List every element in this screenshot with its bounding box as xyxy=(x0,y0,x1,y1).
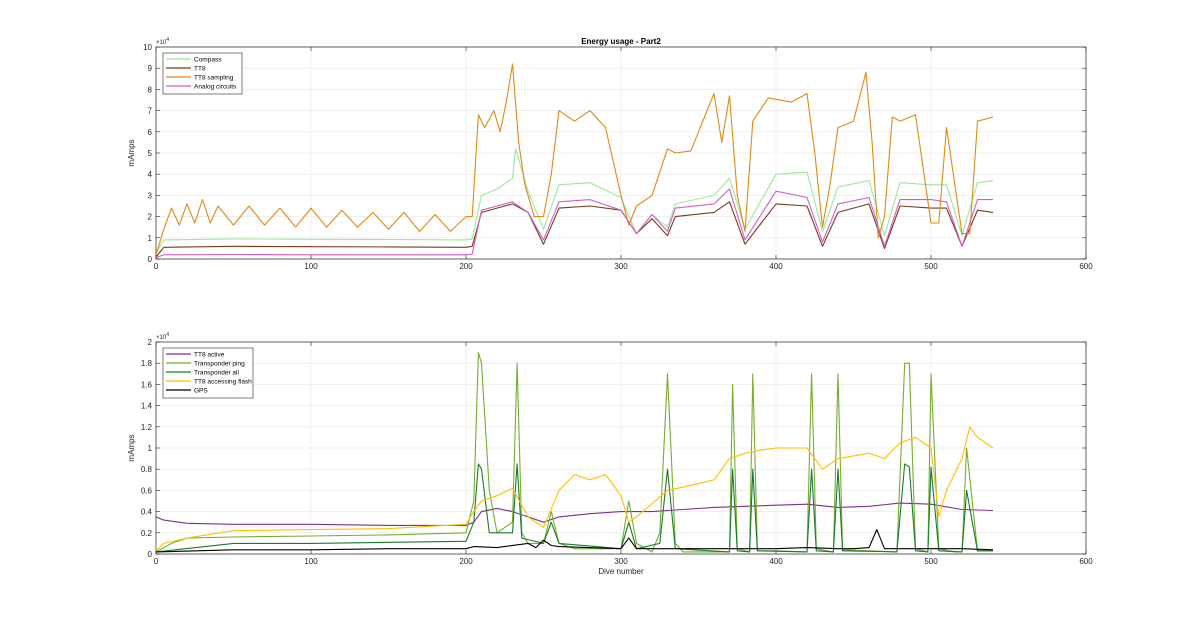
x-tick-label: 600 xyxy=(1079,557,1093,566)
y-tick-label: 0 xyxy=(148,255,153,264)
x-tick-label: 200 xyxy=(459,557,473,566)
x-tick-label: 500 xyxy=(924,557,938,566)
x-tick-label: 500 xyxy=(924,262,938,271)
y-axis-label: mAmps xyxy=(127,434,136,461)
x-tick-label: 100 xyxy=(304,557,318,566)
y-tick-label: 1.4 xyxy=(141,402,153,411)
chart-title: Energy usage - Part2 xyxy=(581,37,661,46)
legend: TT8 active Transponder ping Transponder al… xyxy=(162,347,254,399)
x-tick-label: 100 xyxy=(304,262,318,271)
series-line-tt8-accessing-flash xyxy=(156,426,994,552)
x-tick-label: 200 xyxy=(459,262,473,271)
legend-label-transponder-ping: Transponder ping xyxy=(194,360,245,367)
y-axis-label: mAmps xyxy=(127,139,136,166)
series-line-transponder-ping xyxy=(156,352,993,553)
series-line-tt8-active xyxy=(156,502,994,526)
x-tick-label: 600 xyxy=(1079,262,1093,271)
y-tick-label: 4 xyxy=(148,170,153,179)
chart-1: 0 100 200 300 400 500 600 0 1 2 3 4 5 6 7 8 9 10 ×104 Energ… xyxy=(127,37,1093,271)
legend-label-transponder-all: Transponder all xyxy=(194,369,239,376)
legend-label-tt8-accessing-flash: TT8 accessing flash xyxy=(194,378,252,385)
x-tick-label: 400 xyxy=(769,557,783,566)
series-line-tt8 xyxy=(156,201,994,258)
series-line-analog-circuits xyxy=(156,188,993,259)
x-tick-label: 300 xyxy=(614,262,628,271)
y-tick-label: 1.6 xyxy=(141,380,153,389)
y-tick-label: 0.4 xyxy=(141,508,153,517)
legend-label-tt8: TT8 xyxy=(194,65,206,72)
x-tick-label: 300 xyxy=(614,557,628,566)
series-line-tt8-sampling xyxy=(156,63,994,255)
y-tick-label: 2 xyxy=(148,338,153,347)
y-tick-label: 7 xyxy=(148,107,153,116)
y-exponent-label: ×104 xyxy=(156,332,169,341)
series-group xyxy=(156,352,994,553)
y-tick-label: 5 xyxy=(148,149,153,158)
y-tick-label: 0.8 xyxy=(141,465,153,474)
y-tick-label: 2 xyxy=(148,213,153,222)
series-line-gps xyxy=(156,529,994,553)
x-tick-label: 0 xyxy=(154,262,159,271)
y-tick-label: 1.8 xyxy=(141,359,153,368)
x-axis-label: Dive number xyxy=(598,567,644,576)
y-tick-label: 1.2 xyxy=(141,423,153,432)
y-tick-label: 1 xyxy=(148,444,153,453)
legend-label-analog-circuits: Analog circuits xyxy=(194,83,237,90)
legend-label-tt8-sampling: TT8 sampling xyxy=(194,74,234,81)
y-tick-label: 1 xyxy=(148,234,153,243)
y-tick-label: 6 xyxy=(148,128,153,137)
series-group xyxy=(156,63,994,259)
x-tick-label: 0 xyxy=(154,557,159,566)
x-tick-label: 400 xyxy=(769,262,783,271)
chart-2: 0 100 200 300 400 500 600 0 0.2 0.4 0.6 0.8 1 1.2 1.4 1… xyxy=(127,332,1093,576)
y-tick-label: 0.6 xyxy=(141,486,153,495)
y-tick-label: 9 xyxy=(148,64,153,73)
y-tick-label: 8 xyxy=(148,85,153,94)
y-tick-label: 10 xyxy=(143,43,152,52)
legend: Compass TT8 TT8 sampling Analog circuits xyxy=(162,52,243,95)
y-tick-label: 0 xyxy=(148,550,153,559)
y-tick-label: 3 xyxy=(148,191,153,200)
y-exponent-label: ×104 xyxy=(156,37,169,46)
legend-label-compass: Compass xyxy=(194,56,222,63)
legend-label-tt8-active: TT8 active xyxy=(194,351,225,358)
legend-box xyxy=(162,52,243,95)
series-line-transponder-all xyxy=(156,463,993,553)
legend-label-gps: GPS xyxy=(194,387,208,394)
y-tick-label: 0.2 xyxy=(141,529,153,538)
